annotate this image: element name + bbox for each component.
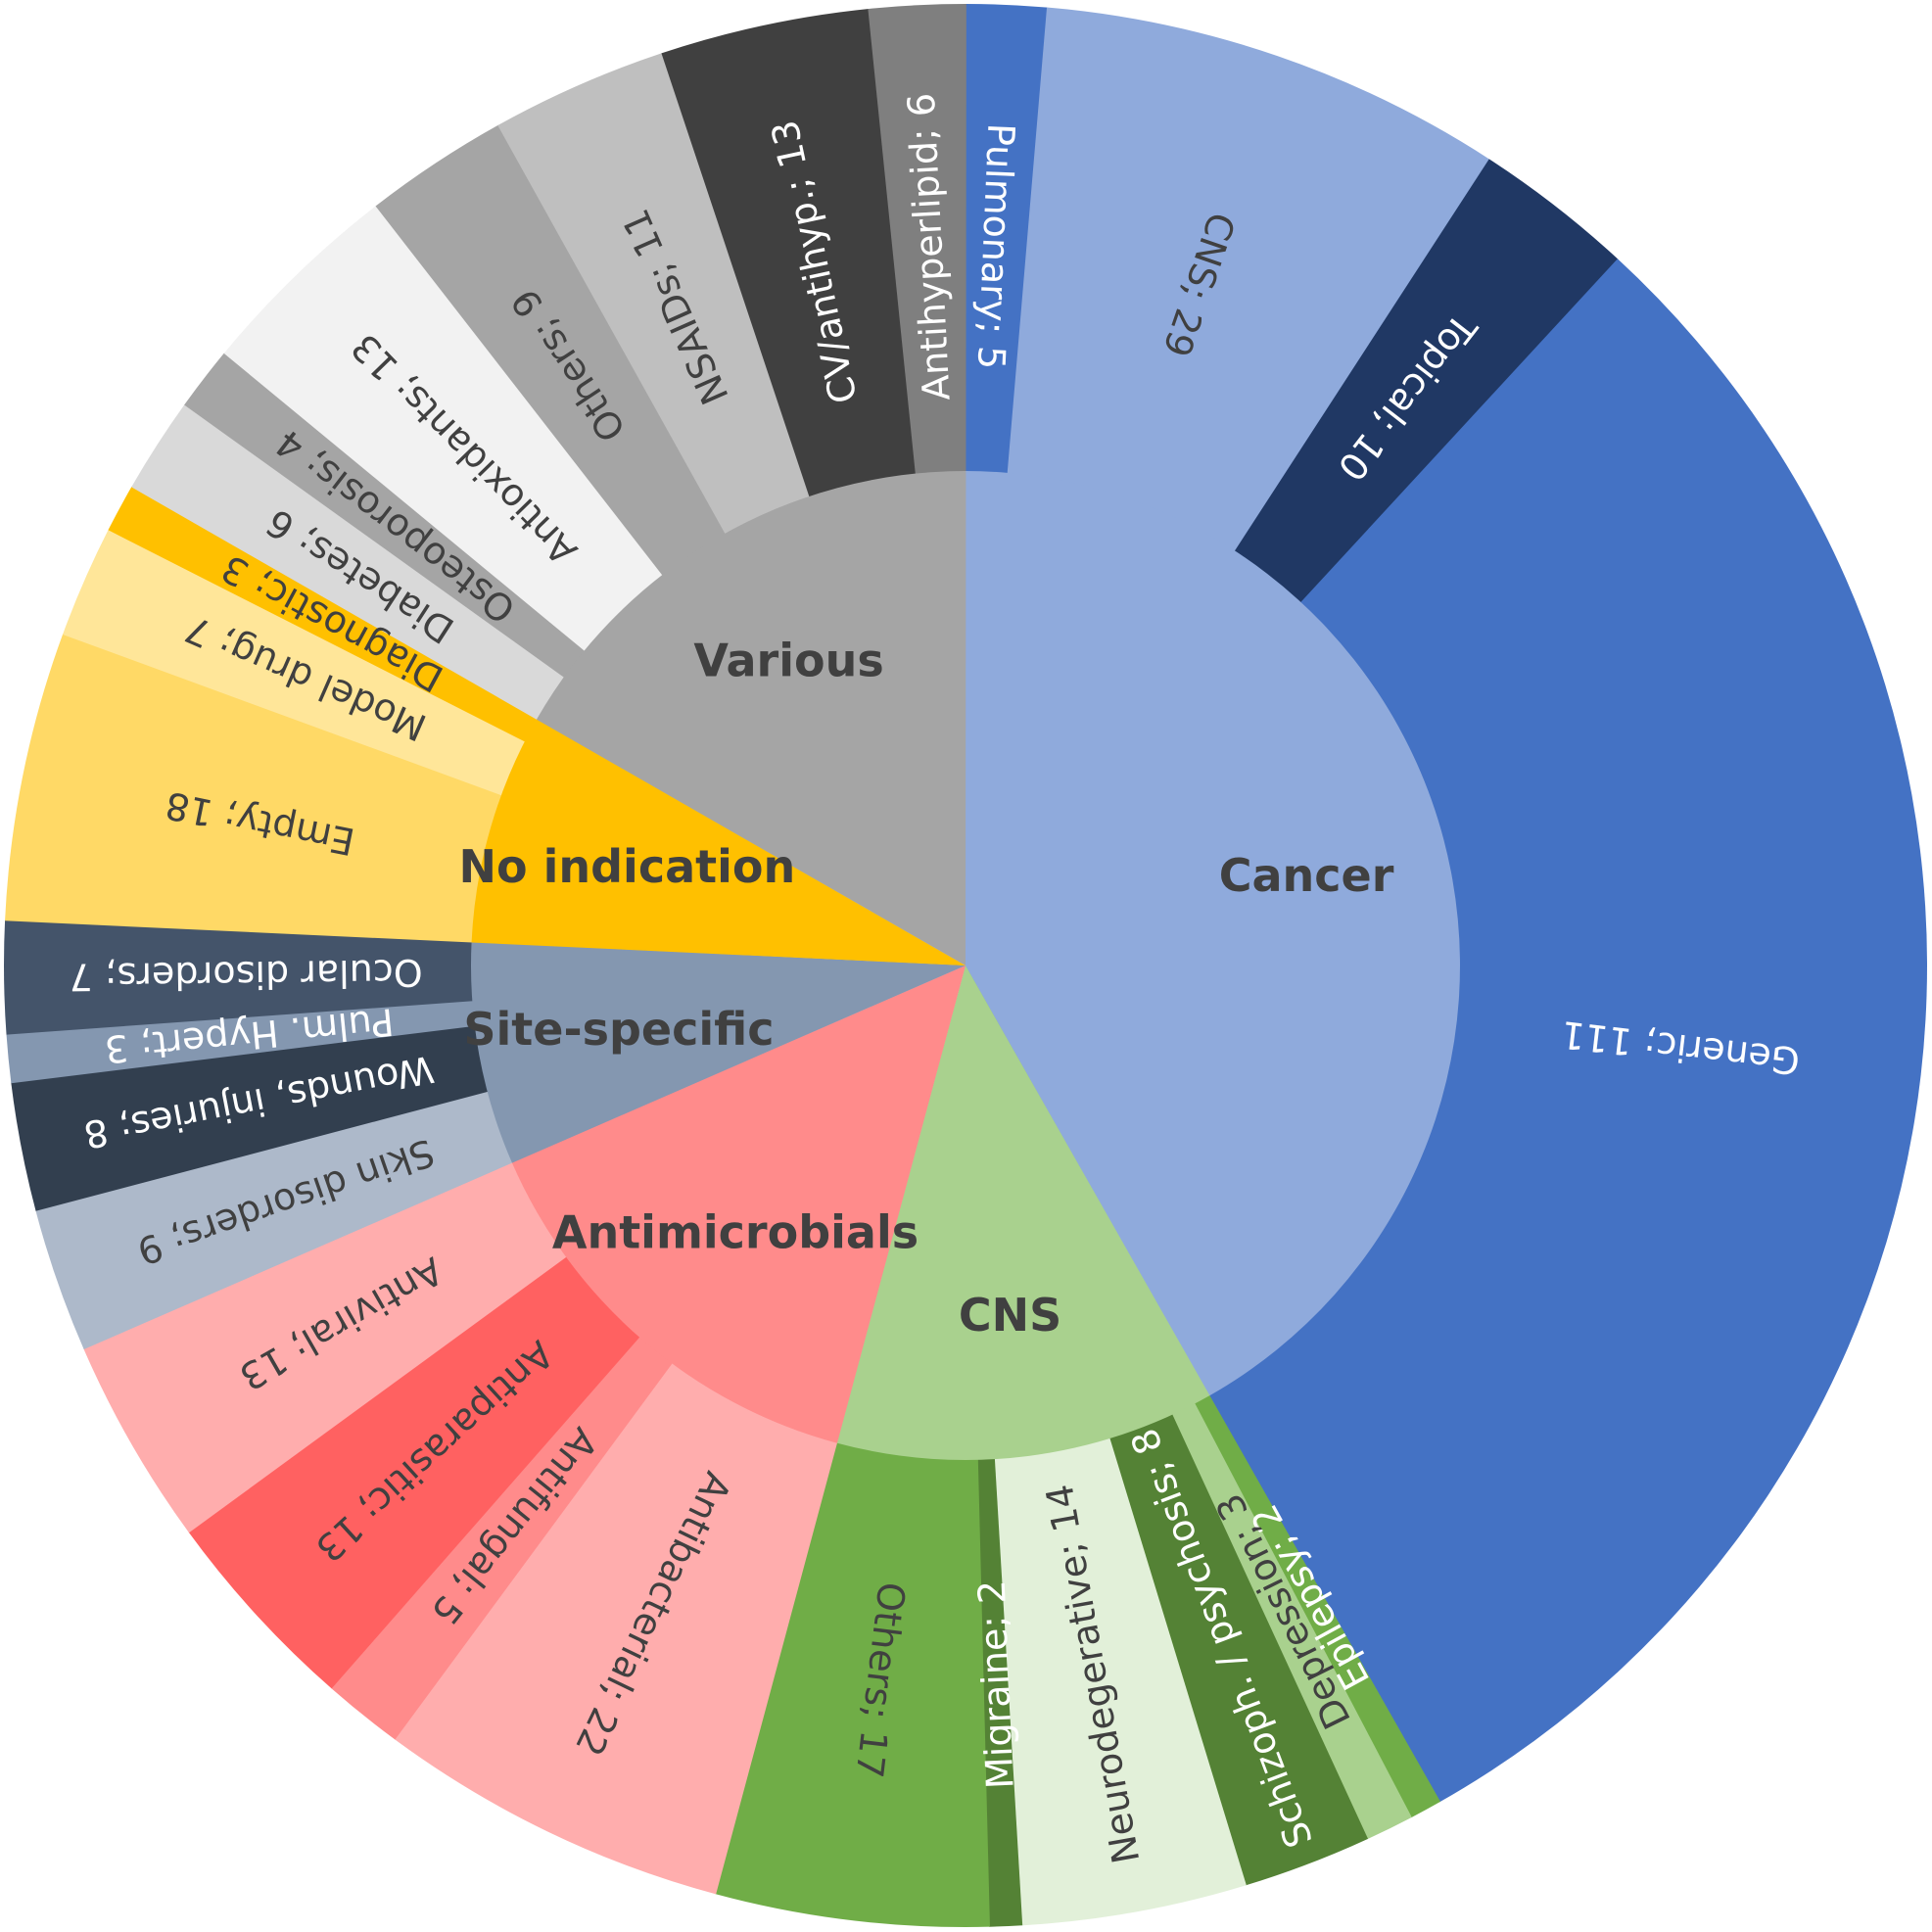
inner-ring bbox=[471, 471, 1460, 1461]
inner-segment-antimicrobials bbox=[511, 966, 966, 1443]
inner-label-no-indication: No indication bbox=[459, 840, 796, 893]
inner-segment-cns bbox=[836, 966, 1210, 1461]
inner-segment-no-indication bbox=[471, 719, 966, 966]
inner-segment-site-specific bbox=[471, 942, 966, 1163]
inner-label-site-specific: Site-specific bbox=[463, 1003, 774, 1056]
inner-label-antimicrobials: Antimicrobials bbox=[552, 1206, 919, 1259]
inner-segment-various bbox=[536, 471, 966, 966]
inner-label-cns: CNS bbox=[959, 1289, 1061, 1342]
inner-label-various: Various bbox=[693, 634, 883, 686]
inner-segment-cancer bbox=[966, 471, 1460, 1396]
outer-label-ocular-disorders: Ocular disorders; 7 bbox=[69, 951, 423, 999]
inner-label-cancer: Cancer bbox=[1219, 849, 1394, 902]
outer-label-pulmonary: Pulmonary; 5 bbox=[969, 122, 1023, 370]
inner-labels: Cancer CNS Antimicrobials Site-specific No i… bbox=[459, 634, 1394, 1342]
outer-label-migraine: Migraine; 2 bbox=[970, 1579, 1022, 1790]
